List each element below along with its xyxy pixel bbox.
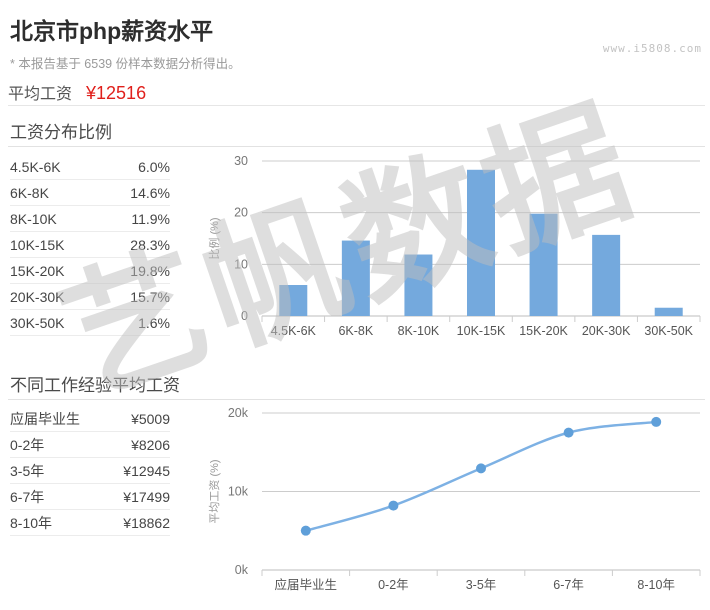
experience-label: 8-10年 — [10, 514, 53, 531]
experience-value: ¥8206 — [131, 436, 170, 453]
svg-text:3-5年: 3-5年 — [466, 578, 497, 592]
experience-label: 应届毕业生 — [10, 410, 80, 427]
svg-text:8K-10K: 8K-10K — [398, 324, 440, 338]
range-value: 28.3% — [130, 236, 170, 253]
svg-text:20k: 20k — [228, 406, 249, 420]
svg-text:10k: 10k — [228, 485, 249, 499]
table-row: 8-10年 ¥18862 — [10, 510, 170, 536]
experience-value: ¥12945 — [123, 462, 170, 479]
table-row: 0-2年 ¥8206 — [10, 432, 170, 458]
svg-text:10K-15K: 10K-15K — [457, 324, 506, 338]
svg-text:0k: 0k — [235, 563, 249, 577]
experience-label: 3-5年 — [10, 462, 45, 479]
section-title: 不同工作经验平均工资 — [10, 376, 180, 395]
table-row: 10K-15K 28.3% — [10, 232, 170, 258]
section-header-experience: 不同工作经验平均工资 — [8, 371, 705, 400]
svg-text:15K-20K: 15K-20K — [519, 324, 568, 338]
table-row: 20K-30K 15.7% — [10, 284, 170, 310]
range-label: 15K-20K — [10, 262, 65, 279]
svg-text:0: 0 — [241, 309, 248, 323]
range-value: 14.6% — [130, 184, 170, 201]
experience-value: ¥18862 — [123, 514, 170, 531]
average-salary-value: ¥12516 — [86, 83, 147, 103]
table-row: 4.5K-6K 6.0% — [10, 154, 170, 180]
range-label: 10K-15K — [10, 236, 65, 253]
experience-salary-table: 应届毕业生 ¥5009 0-2年 ¥8206 3-5年 ¥12945 6-7年 … — [10, 406, 170, 536]
experience-label: 0-2年 — [10, 436, 45, 453]
range-value: 1.6% — [138, 314, 170, 331]
experience-value: ¥5009 — [131, 410, 170, 427]
experience-salary-line-chart: 0k 10k 20k 应届毕业生 0-2年 3-5年 6-7年 8-10年 平均工资 (%) — [200, 400, 710, 605]
range-value: 6.0% — [138, 158, 170, 175]
average-salary-row: 平均工资 ¥12516 — [8, 80, 705, 106]
svg-text:20: 20 — [234, 206, 248, 220]
svg-text:30: 30 — [234, 154, 248, 168]
svg-text:0-2年: 0-2年 — [378, 578, 409, 592]
range-label: 6K-8K — [10, 184, 49, 201]
salary-distribution-bar-chart: 0 10 20 30 4.5K-6K 6K-8K 8K-10K 10K-15K 15K-20K 2… — [200, 148, 710, 353]
svg-text:应届毕业生: 应届毕业生 — [275, 577, 338, 592]
table-row: 6-7年 ¥17499 — [10, 484, 170, 510]
svg-text:平均工资 (%): 平均工资 (%) — [208, 459, 221, 523]
range-label: 20K-30K — [10, 288, 65, 305]
range-label: 4.5K-6K — [10, 158, 61, 175]
table-row: 30K-50K 1.6% — [10, 310, 170, 336]
report-subtitle: * 本报告基于 6539 份样本数据分析得出。 — [10, 57, 241, 71]
table-row: 15K-20K 19.8% — [10, 258, 170, 284]
table-row: 8K-10K 11.9% — [10, 206, 170, 232]
svg-text:30K-50K: 30K-50K — [644, 324, 693, 338]
site-url: www.i5808.com — [602, 42, 702, 55]
svg-text:比例 (%): 比例 (%) — [207, 217, 221, 259]
table-row: 6K-8K 14.6% — [10, 180, 170, 206]
table-row: 应届毕业生 ¥5009 — [10, 406, 170, 432]
svg-text:10: 10 — [234, 257, 248, 271]
page-title: 北京市php薪资水平 — [10, 18, 214, 44]
svg-text:6K-8K: 6K-8K — [338, 324, 373, 338]
range-label: 8K-10K — [10, 210, 57, 227]
average-salary-label: 平均工资 — [8, 86, 73, 103]
table-row: 3-5年 ¥12945 — [10, 458, 170, 484]
experience-value: ¥17499 — [123, 488, 170, 505]
section-title: 工资分布比例 — [10, 123, 112, 142]
section-header-distribution: 工资分布比例 — [8, 118, 705, 147]
svg-text:8-10年: 8-10年 — [637, 578, 675, 592]
svg-text:4.5K-6K: 4.5K-6K — [271, 324, 317, 338]
svg-text:20K-30K: 20K-30K — [582, 324, 631, 338]
svg-text:6-7年: 6-7年 — [553, 578, 584, 592]
experience-label: 6-7年 — [10, 488, 45, 505]
range-value: 19.8% — [130, 262, 170, 279]
range-value: 15.7% — [130, 288, 170, 305]
salary-distribution-table: 4.5K-6K 6.0% 6K-8K 14.6% 8K-10K 11.9% 10… — [10, 154, 170, 336]
range-label: 30K-50K — [10, 314, 65, 331]
range-value: 11.9% — [131, 210, 170, 227]
